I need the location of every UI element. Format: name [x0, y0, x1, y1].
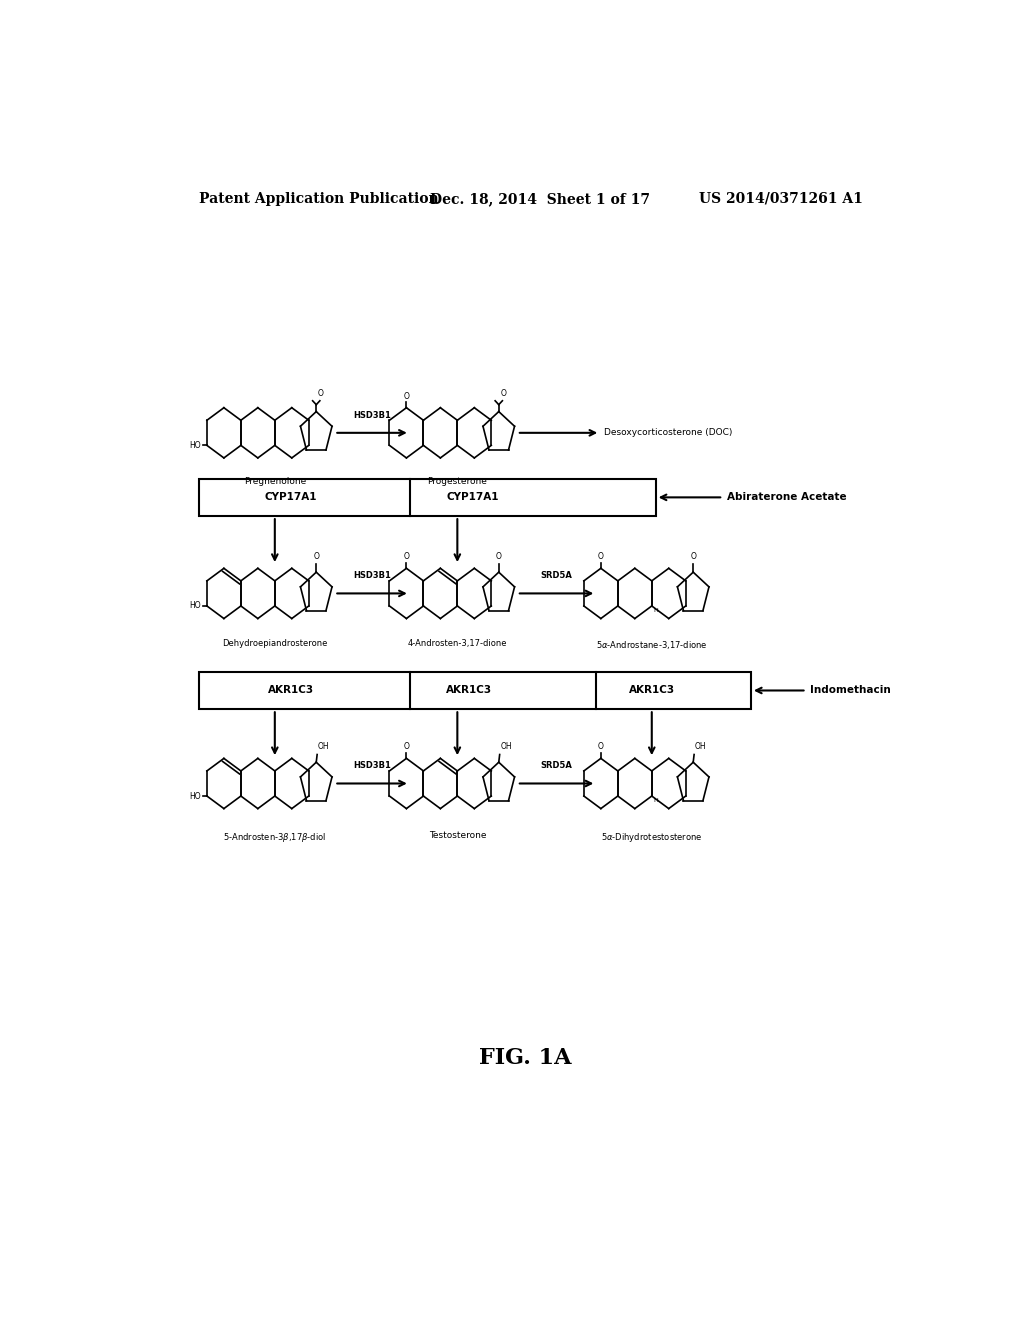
- Text: Pregnenolone: Pregnenolone: [244, 477, 306, 486]
- Text: Dec. 18, 2014  Sheet 1 of 17: Dec. 18, 2014 Sheet 1 of 17: [430, 191, 649, 206]
- Text: O: O: [598, 742, 604, 751]
- Text: Testosterone: Testosterone: [429, 832, 486, 841]
- Text: CYP17A1: CYP17A1: [264, 492, 317, 503]
- Text: O: O: [403, 392, 410, 401]
- Text: 5-Androsten-3$\beta$,17$\beta$-diol: 5-Androsten-3$\beta$,17$\beta$-diol: [223, 832, 327, 845]
- Text: OH: OH: [317, 742, 330, 751]
- Text: AKR1C3: AKR1C3: [267, 685, 313, 696]
- Text: Indomethacin: Indomethacin: [811, 685, 891, 696]
- Text: HSD3B1: HSD3B1: [353, 762, 391, 771]
- Text: O: O: [501, 389, 506, 399]
- Text: HO: HO: [189, 602, 201, 610]
- Text: 5$\alpha$-Dihydrotestosterone: 5$\alpha$-Dihydrotestosterone: [601, 832, 702, 845]
- Text: CYP17A1: CYP17A1: [446, 492, 500, 503]
- Text: O: O: [313, 552, 319, 561]
- Text: SRD5A: SRD5A: [541, 762, 572, 771]
- Text: H: H: [653, 799, 658, 803]
- Text: HO: HO: [189, 441, 201, 450]
- Text: O: O: [598, 552, 604, 561]
- Text: AKR1C3: AKR1C3: [629, 685, 675, 696]
- Text: SRD5A: SRD5A: [541, 572, 572, 581]
- Text: O: O: [403, 742, 410, 751]
- Text: O: O: [403, 552, 410, 561]
- Text: HSD3B1: HSD3B1: [353, 572, 391, 581]
- Text: Desoxycorticosterone (DOC): Desoxycorticosterone (DOC): [604, 428, 732, 437]
- Bar: [200, 479, 655, 516]
- Bar: [200, 672, 751, 709]
- Text: Dehydroepiandrosterone: Dehydroepiandrosterone: [222, 639, 328, 648]
- Text: Abiraterone Acetate: Abiraterone Acetate: [727, 492, 847, 503]
- Text: FIG. 1A: FIG. 1A: [478, 1047, 571, 1069]
- Text: O: O: [317, 389, 324, 399]
- Text: HSD3B1: HSD3B1: [353, 411, 391, 420]
- Text: H: H: [653, 609, 658, 612]
- Text: HO: HO: [189, 792, 201, 800]
- Text: Patent Application Publication: Patent Application Publication: [200, 191, 439, 206]
- Text: O: O: [496, 552, 502, 561]
- Text: O: O: [690, 552, 696, 561]
- Text: OH: OH: [501, 742, 512, 751]
- Text: 4-Androsten-3,17-dione: 4-Androsten-3,17-dione: [408, 639, 507, 648]
- Text: 5$\alpha$-Androstane-3,17-dione: 5$\alpha$-Androstane-3,17-dione: [596, 639, 708, 651]
- Text: Progesterone: Progesterone: [427, 477, 487, 486]
- Text: AKR1C3: AKR1C3: [446, 685, 493, 696]
- Text: US 2014/0371261 A1: US 2014/0371261 A1: [699, 191, 863, 206]
- Text: OH: OH: [694, 742, 707, 751]
